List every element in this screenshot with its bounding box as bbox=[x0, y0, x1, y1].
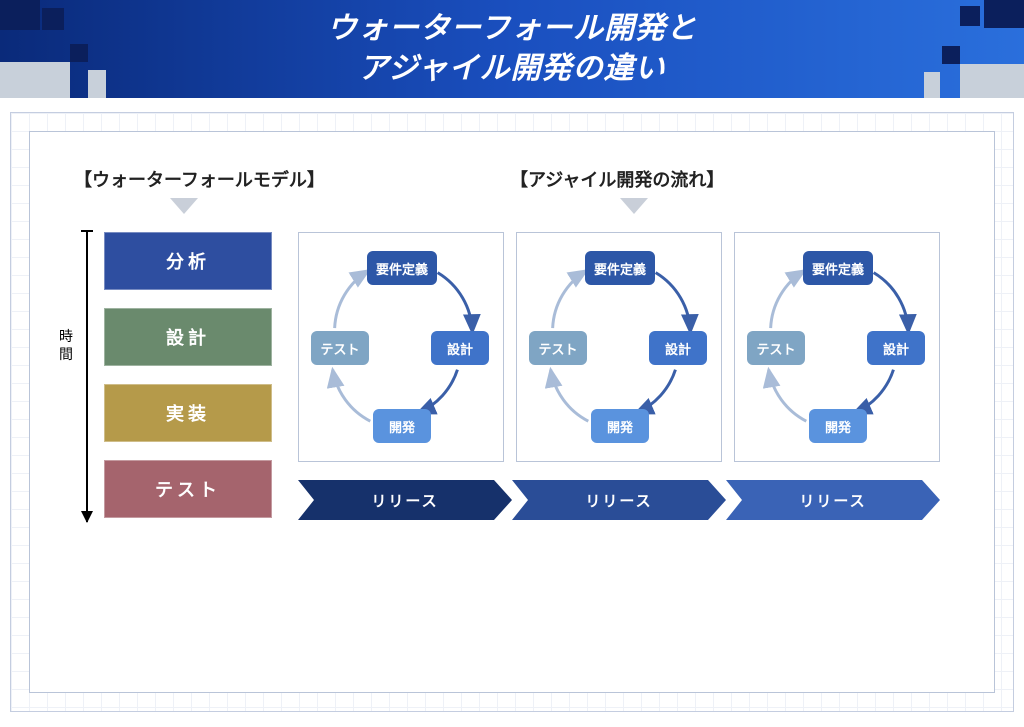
waterfall-phase: 分析 bbox=[104, 232, 272, 290]
waterfall-phase: テスト bbox=[104, 460, 272, 518]
cycle-node-design: 設計 bbox=[649, 331, 707, 365]
cycle-node-design: 設計 bbox=[431, 331, 489, 365]
cycle-node-req: 要件定義 bbox=[803, 251, 873, 285]
title-line1: ウォーターフォール開発と bbox=[327, 12, 697, 45]
cycle-node-req: 要件定義 bbox=[585, 251, 655, 285]
agile-cycle: 要件定義設計開発 テスト bbox=[516, 232, 722, 462]
cycle-node-dev: 開発 bbox=[809, 409, 867, 443]
header-banner: ウォーターフォール開発と アジャイル開発の違い bbox=[0, 0, 1024, 98]
header-deco-left bbox=[0, 0, 120, 98]
outer-panel: 【ウォーターフォールモデル】 【アジャイル開発の流れ】 時間 分析設計実装テスト… bbox=[10, 112, 1014, 712]
cycle-node-test: テスト bbox=[747, 331, 805, 365]
header-deco-right bbox=[904, 0, 1024, 98]
waterfall-phase: 実装 bbox=[104, 384, 272, 442]
chevron-down-icon bbox=[170, 198, 198, 214]
waterfall-title: 【ウォーターフォールモデル】 bbox=[74, 166, 325, 192]
chevron-down-icon bbox=[620, 198, 648, 214]
release-row: リリースリリースリリース bbox=[298, 480, 940, 520]
agile-cycles: 要件定義設計開発 テスト 要件定義設計開発 テスト 要件定義設計開発 テスト bbox=[298, 232, 940, 462]
waterfall-phases: 分析設計実装テスト bbox=[104, 232, 272, 518]
title-line2: アジャイル開発の違い bbox=[358, 52, 665, 85]
cycle-node-req: 要件定義 bbox=[367, 251, 437, 285]
time-axis-label: 時間 bbox=[58, 327, 74, 363]
cycle-node-design: 設計 bbox=[867, 331, 925, 365]
page-title: ウォーターフォール開発と アジャイル開発の違い bbox=[327, 9, 697, 90]
cycle-node-test: テスト bbox=[311, 331, 369, 365]
agile-title: 【アジャイル開発の流れ】 bbox=[510, 166, 724, 192]
cycle-node-dev: 開発 bbox=[373, 409, 431, 443]
inner-panel: 【ウォーターフォールモデル】 【アジャイル開発の流れ】 時間 分析設計実装テスト… bbox=[29, 131, 995, 693]
time-axis-arrow bbox=[86, 232, 88, 522]
release-arrow: リリース bbox=[512, 480, 726, 520]
release-arrow: リリース bbox=[298, 480, 512, 520]
cycle-node-dev: 開発 bbox=[591, 409, 649, 443]
waterfall-phase: 設計 bbox=[104, 308, 272, 366]
agile-cycle: 要件定義設計開発 テスト bbox=[298, 232, 504, 462]
agile-cycle: 要件定義設計開発 テスト bbox=[734, 232, 940, 462]
release-arrow: リリース bbox=[726, 480, 940, 520]
cycle-node-test: テスト bbox=[529, 331, 587, 365]
